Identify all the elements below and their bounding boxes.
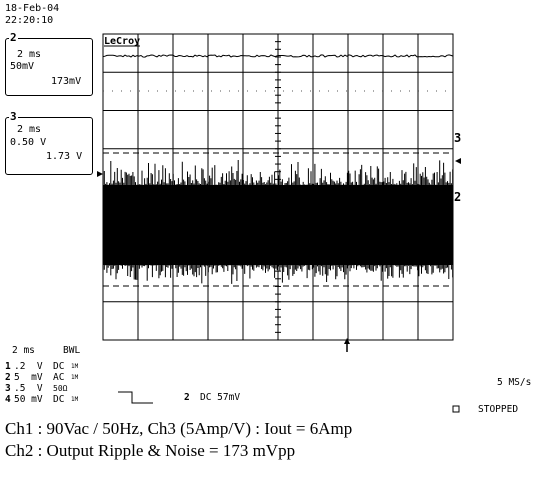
caption-line-1: Ch1 : 90Vac / 50Hz, Ch3 (5Amp/V) : Iout … — [5, 419, 352, 439]
sample-rate: 5 MS/s — [497, 377, 531, 388]
trigger-setting: DC 57mV — [200, 392, 240, 403]
ch2-row-coupling: AC — [53, 372, 64, 383]
trigger-source-number: 2 — [184, 392, 190, 403]
trigger-level-arrow-icon — [97, 171, 103, 177]
brand-logo: LeCroy — [104, 36, 140, 47]
ch4-row-coupling: DC — [53, 394, 64, 405]
ch4-row-impedance: 1M — [71, 394, 78, 405]
ch1-row-scale: .2 V — [14, 361, 43, 372]
ch2-row-num: 2 — [5, 372, 11, 383]
ch4-row-num: 4 — [5, 394, 11, 405]
ch2-row-impedance: 1M — [71, 372, 78, 383]
ch1-row-impedance: 1M — [71, 361, 78, 372]
acquisition-status: STOPPED — [478, 404, 518, 415]
channel-3-level-arrow-icon — [455, 158, 461, 164]
ch2-row-scale: 5 mV — [14, 372, 43, 383]
ch3-row-coupling: 50Ω — [53, 383, 67, 394]
bottom-timebase: 2 ms — [12, 345, 35, 356]
channel-2-marker: 2 — [454, 190, 461, 204]
ch3-row-scale: .5 V — [14, 383, 43, 394]
bandwidth-limit: BWL — [63, 345, 80, 356]
caption-line-2: Ch2 : Output Ripple & Noise = 173 mVpp — [5, 441, 295, 461]
trigger-slope-icon — [118, 392, 153, 403]
ch4-row-scale: 50 mV — [14, 394, 43, 405]
channel-3-marker: 3 — [454, 131, 461, 145]
ch3-row-num: 3 — [5, 383, 11, 394]
ch1-row-coupling: DC — [53, 361, 64, 372]
stopped-indicator-icon — [453, 406, 459, 412]
ch1-row-num: 1 — [5, 361, 11, 372]
